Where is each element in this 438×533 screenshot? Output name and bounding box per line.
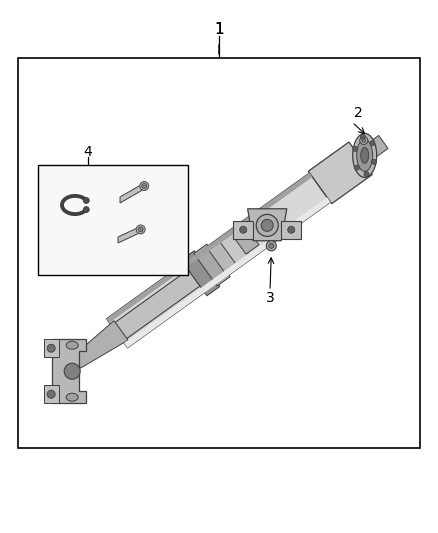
Polygon shape (118, 227, 141, 243)
Ellipse shape (362, 139, 366, 142)
Polygon shape (207, 238, 240, 276)
Ellipse shape (266, 241, 276, 251)
Polygon shape (233, 221, 253, 239)
Ellipse shape (357, 139, 373, 172)
Polygon shape (44, 339, 59, 357)
Ellipse shape (353, 133, 377, 177)
Polygon shape (308, 142, 372, 204)
Ellipse shape (240, 227, 247, 233)
Bar (18, 58, 420, 448)
Bar (38, 165, 188, 275)
Ellipse shape (142, 183, 147, 189)
Polygon shape (281, 221, 301, 239)
Polygon shape (52, 339, 86, 403)
Ellipse shape (360, 136, 368, 144)
Ellipse shape (261, 220, 273, 231)
Ellipse shape (364, 172, 369, 176)
Text: 3: 3 (265, 291, 274, 305)
Ellipse shape (354, 165, 360, 170)
Ellipse shape (256, 214, 278, 237)
Polygon shape (72, 321, 128, 368)
Polygon shape (106, 173, 312, 323)
Ellipse shape (269, 244, 274, 248)
Ellipse shape (353, 147, 358, 151)
Ellipse shape (138, 227, 143, 232)
Polygon shape (220, 233, 249, 265)
Ellipse shape (360, 134, 365, 139)
Polygon shape (247, 209, 287, 241)
Text: 1: 1 (214, 22, 224, 37)
Polygon shape (106, 173, 331, 348)
Ellipse shape (288, 227, 295, 233)
Text: 4: 4 (84, 145, 92, 159)
Polygon shape (44, 385, 59, 403)
Polygon shape (111, 270, 200, 342)
Ellipse shape (371, 159, 377, 164)
Text: 2: 2 (353, 106, 362, 120)
Text: 1: 1 (214, 22, 224, 37)
Ellipse shape (140, 182, 149, 190)
Polygon shape (363, 135, 388, 160)
Ellipse shape (47, 344, 55, 352)
Ellipse shape (64, 364, 80, 379)
Ellipse shape (136, 225, 145, 234)
Ellipse shape (370, 141, 375, 146)
Polygon shape (233, 227, 259, 254)
Ellipse shape (66, 393, 78, 401)
Ellipse shape (66, 341, 78, 349)
Polygon shape (120, 183, 144, 203)
Ellipse shape (47, 390, 55, 398)
Polygon shape (181, 251, 220, 296)
Polygon shape (194, 244, 230, 286)
Polygon shape (124, 197, 331, 348)
Ellipse shape (83, 197, 89, 204)
Ellipse shape (83, 207, 89, 213)
Ellipse shape (360, 147, 369, 164)
